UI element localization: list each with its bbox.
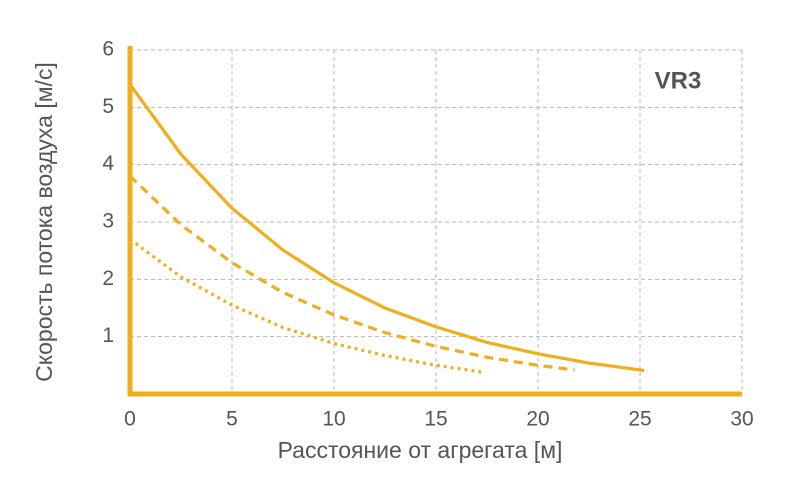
y-tick-label: 3 xyxy=(102,210,114,233)
x-tick-label: 15 xyxy=(424,408,447,431)
y-tick-label: 6 xyxy=(102,38,114,61)
line-series xyxy=(129,237,484,374)
x-tick-label: 30 xyxy=(730,408,753,431)
y-tick-label: 4 xyxy=(102,152,114,175)
y-tick-label: 5 xyxy=(102,95,114,118)
line-series xyxy=(128,174,575,372)
x-tick-label: 0 xyxy=(124,408,136,431)
y-tick-label: 2 xyxy=(102,267,114,290)
line-series xyxy=(128,83,645,373)
x-tick-label: 10 xyxy=(322,408,345,431)
annotation: VR3 xyxy=(655,67,702,94)
x-tick-label: 5 xyxy=(226,408,238,431)
x-tick-label: 25 xyxy=(628,408,651,431)
x-axis-label: Расстояние от агрегата [м] xyxy=(278,437,563,463)
y-axis-label: Скорость потока воздуха [м/с] xyxy=(31,62,57,382)
y-tick-label: 1 xyxy=(102,324,114,347)
x-tick-label: 20 xyxy=(526,408,549,431)
